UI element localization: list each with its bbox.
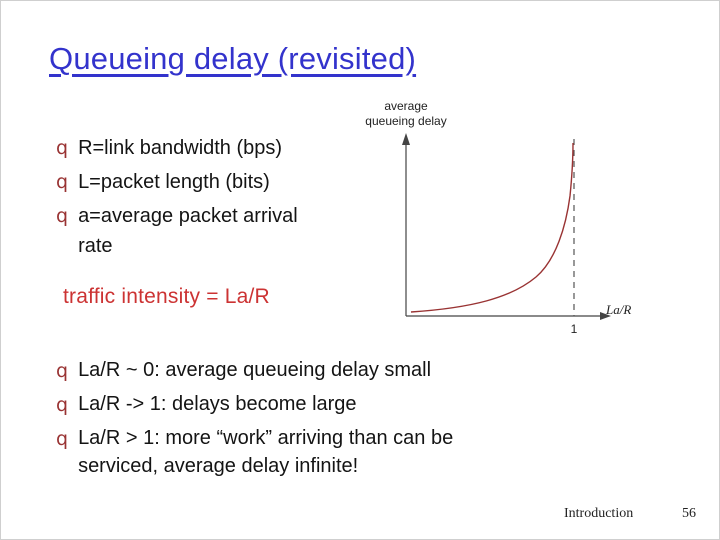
bullet-item: q La/R ~ 0: average queueing delay small [56,356,530,386]
queueing-delay-graph: average queueing delay La/R 1 [356,91,656,351]
x-axis-arrowhead-icon [600,312,611,320]
top-bullet-list: q R=link bandwidth (bps) q L=packet leng… [56,133,313,265]
bullet-text: La/R > 1: more “work” arriving than can … [78,427,454,477]
traffic-intensity-formula: traffic intensity = La/R [63,285,270,308]
footer-section-label: Introduction [564,506,634,521]
bullet-item: q L=packet length (bits) [56,167,313,197]
bullet-icon: q [56,171,69,193]
bullet-text: La/R ~ 0: average queueing delay small [78,359,432,381]
bullet-icon: q [56,205,69,227]
queueing-delay-curve [410,142,574,313]
bullet-text: a=average packet arrival rate [78,205,298,257]
y-axis-label: average queueing delay [365,99,447,128]
bullet-text: La/R -> 1: delays become large [78,393,357,415]
footer-page-number: 56 [682,506,696,521]
bullet-icon: q [56,394,69,416]
graph-canvas [402,133,611,320]
x-tick-label: 1 [570,322,578,336]
y-axis-arrowhead-icon [402,133,410,145]
bullet-text: R=link bandwidth (bps) [78,137,283,159]
bullet-icon: q [56,428,69,450]
bullet-item: q a=average packet arrival rate [56,201,313,261]
bullet-text: L=packet length (bits) [78,171,270,193]
bullet-icon: q [56,137,69,159]
bullet-item: q La/R > 1: more “work” arriving than ca… [56,424,530,480]
bottom-bullet-list: q La/R ~ 0: average queueing delay small… [56,356,530,484]
x-axis-label: La/R [606,302,632,317]
bullet-item: q La/R -> 1: delays become large [56,390,530,420]
bullet-item: q R=link bandwidth (bps) [56,133,313,163]
bullet-icon: q [56,360,69,382]
slide-title: Queueing delay (revisited) [49,41,417,76]
